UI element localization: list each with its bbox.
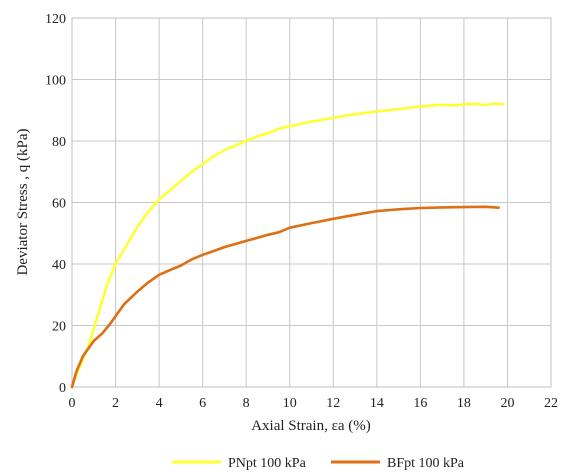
legend: PNpt 100 kPa BFpt 100 kPa <box>172 456 465 471</box>
y-axis-title: Deviator Stress , q (kPa) <box>15 128 31 275</box>
legend-label-bfpt: BFpt 100 kPa <box>387 456 465 471</box>
x-axis-title: Axial Strain, εa (%) <box>251 418 371 434</box>
x-tick-label: 18 <box>457 396 471 411</box>
y-tick-label: 80 <box>52 135 66 150</box>
x-tick-label: 16 <box>413 396 427 411</box>
legend-label-pnpt: PNpt 100 kPa <box>228 456 307 471</box>
x-tick-label: 6 <box>199 396 206 411</box>
x-tick-label: 2 <box>112 396 119 411</box>
x-tick-labels: 0 2 4 6 8 10 12 14 16 18 20 22 <box>69 396 559 411</box>
y-tick-label: 100 <box>45 74 66 89</box>
y-tick-label: 120 <box>45 12 66 27</box>
y-tick-label: 20 <box>52 320 66 335</box>
x-tick-label: 22 <box>544 396 558 411</box>
x-tick-label: 14 <box>370 396 384 411</box>
y-tick-label: 0 <box>59 381 66 396</box>
grid-layer <box>71 17 552 388</box>
x-tick-label: 0 <box>69 396 76 411</box>
plot-area-border <box>71 17 552 388</box>
y-tick-label: 40 <box>52 258 66 273</box>
x-tick-label: 12 <box>326 396 340 411</box>
x-tick-label: 8 <box>243 396 250 411</box>
series-line-bfpt <box>70 205 501 389</box>
x-tick-label: 20 <box>500 396 514 411</box>
y-tick-label: 60 <box>52 197 66 212</box>
x-tick-label: 4 <box>156 396 163 411</box>
y-tick-labels: 0 20 40 60 80 100 120 <box>45 12 66 396</box>
series-layer <box>70 102 505 389</box>
x-tick-label: 10 <box>283 396 297 411</box>
series-line-pnpt <box>70 102 505 389</box>
